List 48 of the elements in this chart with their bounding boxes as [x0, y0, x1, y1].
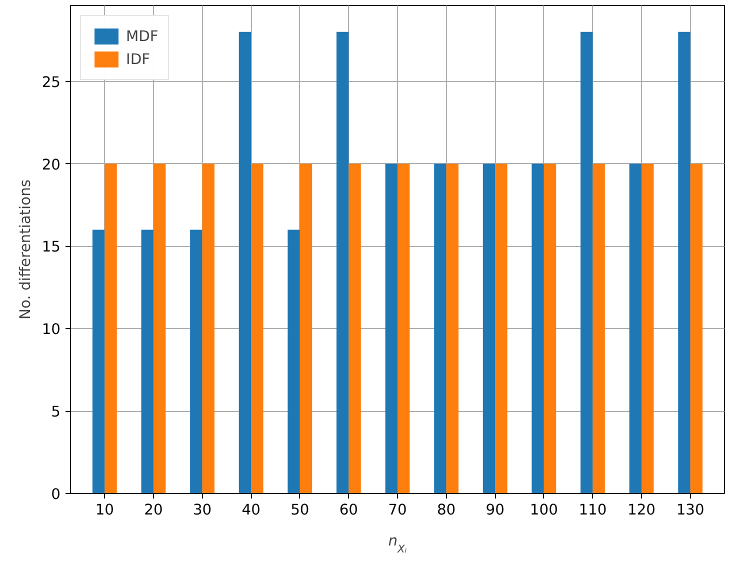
y-tick-label: 0: [51, 486, 61, 503]
x-tick-label: 70: [388, 502, 407, 518]
x-tick-label: 50: [290, 502, 310, 518]
bar: [495, 164, 508, 494]
bar: [690, 164, 703, 494]
y-tick-label: 20: [42, 156, 61, 174]
bar: [348, 164, 361, 494]
x-tick-label: 80: [436, 502, 456, 518]
bar: [580, 32, 593, 494]
bar: [300, 164, 312, 494]
bar: [629, 164, 642, 494]
legend-label: IDF: [126, 50, 150, 68]
bar: [104, 164, 117, 494]
x-tick-label: 100: [530, 502, 558, 518]
bar: [202, 164, 214, 494]
bar: [482, 164, 496, 494]
x-tick-label: 30: [192, 502, 212, 518]
x-tick-label: 10: [95, 502, 114, 518]
bar: [642, 164, 654, 494]
bar: [592, 164, 605, 494]
x-tick-label: 60: [339, 502, 358, 518]
bar: [446, 164, 459, 494]
bar: [678, 32, 690, 494]
y-tick-label: 5: [51, 404, 61, 421]
bar: [336, 32, 349, 494]
x-tick-label: 110: [578, 502, 607, 518]
y-tick-label: 15: [42, 238, 61, 256]
y-tick-label: 10: [42, 321, 61, 338]
x-tick-label: 130: [676, 502, 704, 518]
x-tick-label: 20: [144, 502, 163, 518]
x-tick-label: 90: [486, 502, 504, 518]
bar: [190, 230, 202, 494]
bar: [251, 164, 264, 494]
bar: [398, 164, 410, 494]
bar: [238, 32, 252, 494]
bar: [544, 164, 556, 494]
legend-label: MDF: [126, 28, 158, 44]
y-axis-title: No. differentiations: [16, 180, 34, 320]
x-tick-label: 40: [242, 502, 260, 518]
bar: [141, 230, 154, 494]
bar: [434, 164, 446, 494]
bar: [385, 164, 398, 494]
y-tick-label: 25: [42, 74, 61, 91]
bar: [153, 164, 166, 494]
x-tick-label: 120: [628, 502, 656, 518]
bar: [532, 164, 544, 494]
bar: [92, 230, 105, 494]
bar: [288, 230, 300, 494]
